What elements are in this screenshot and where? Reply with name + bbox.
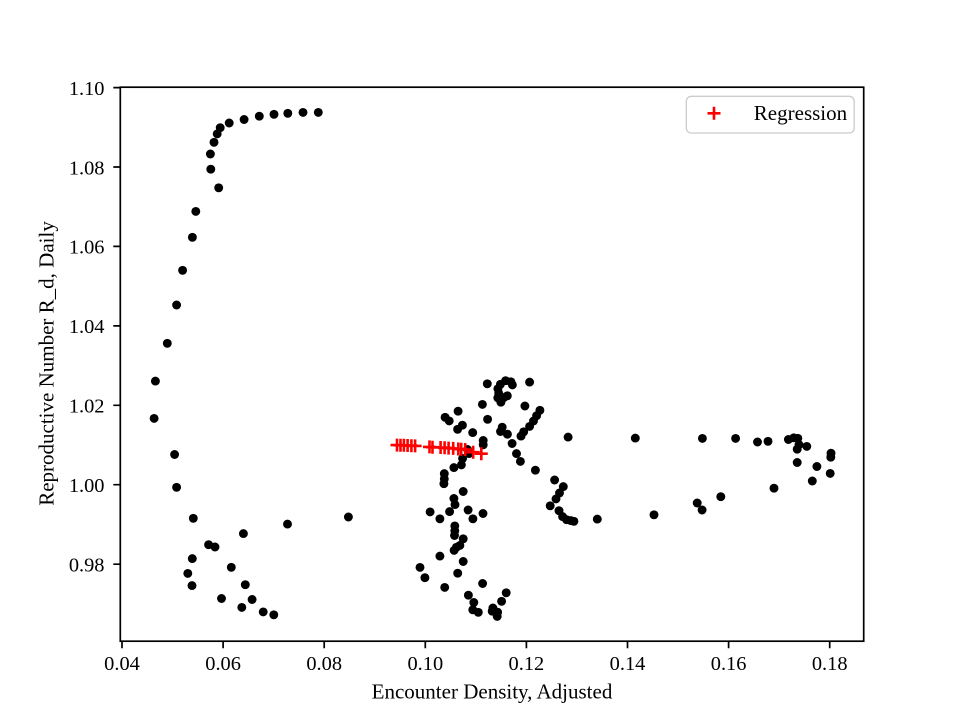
svg-text:1.10: 1.10 [69,78,105,100]
svg-text:1.02: 1.02 [69,396,105,418]
svg-text:0.08: 0.08 [306,653,342,675]
svg-text:0.98: 0.98 [69,555,105,577]
svg-text:0.06: 0.06 [205,653,241,675]
svg-text:0.16: 0.16 [711,653,747,675]
svg-text:1.06: 1.06 [69,237,105,259]
svg-text:Regression: Regression [754,101,848,125]
svg-text:Encounter Density, Adjusted: Encounter Density, Adjusted [372,679,613,703]
svg-text:0.18: 0.18 [812,653,848,675]
svg-text:1.08: 1.08 [69,157,105,179]
svg-text:1.04: 1.04 [69,316,105,338]
svg-text:0.12: 0.12 [509,653,545,675]
svg-text:0.14: 0.14 [610,653,646,675]
svg-text:Reproductive Number R_d, Daily: Reproductive Number R_d, Daily [35,221,59,506]
svg-text:1.00: 1.00 [69,475,105,497]
svg-text:0.04: 0.04 [104,653,140,675]
svg-text:0.10: 0.10 [407,653,443,675]
